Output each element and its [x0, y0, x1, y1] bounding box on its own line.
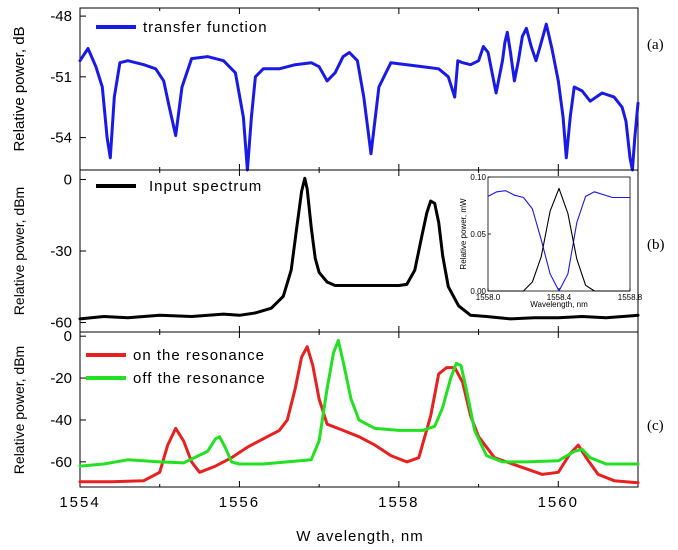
series-line-c-0 — [78, 345, 640, 485]
x-tick-label: 1560 — [538, 494, 579, 511]
x-tick-label: 1554 — [59, 494, 100, 511]
panel-tag-a: (a) — [647, 37, 664, 53]
panel-a-transfer-function: -48 -51 -54 transfer function (a) Relative… — [11, 7, 664, 172]
panel-c-resonance: 0 -20 -40 -60 1554 1556 1558 1560 on the reson… — [11, 328, 664, 545]
y-tick-label: -40 — [50, 412, 72, 429]
panel-b-y-axis-label: Relative power, dBm — [11, 187, 27, 315]
y-tick-label: -60 — [50, 314, 72, 331]
series-line-c-1 — [78, 338, 640, 468]
x-tick-label: 1558 — [378, 494, 419, 511]
series-line-b-0 — [78, 176, 640, 321]
inset-x-tick-label: 1558.8 — [618, 293, 643, 302]
panel-a-y-axis: -48 -51 -54 — [50, 8, 86, 147]
panel-b-y-axis: 0 -30 -60 — [50, 172, 86, 331]
inset-y-tick-label: 0.05 — [470, 230, 486, 239]
x-axis-label: W avelength, nm — [296, 528, 424, 545]
inset-series-line-0 — [487, 190, 630, 292]
panel-b-legend: Input spectrum — [96, 178, 262, 195]
inset-series-line-1 — [488, 187, 630, 292]
legend-label-on-resonance: on the resonance — [133, 347, 265, 364]
inset-plot-area — [487, 187, 630, 292]
inset-x-tick-label: 1558.4 — [547, 293, 572, 302]
inset-y-tick-label: 0.00 — [470, 287, 486, 296]
y-tick-label: -51 — [50, 69, 72, 86]
panel-b-input-spectrum: 0 -30 -60 Input spectrum (b) Relative powe… — [11, 169, 665, 333]
y-tick-label: 0 — [64, 172, 72, 189]
y-tick-label: -48 — [50, 8, 72, 25]
panel-c-plot-area — [78, 332, 640, 487]
panel-a-legend: transfer function — [96, 19, 268, 36]
y-tick-label: -20 — [50, 370, 72, 387]
x-tick-label: 1556 — [219, 494, 260, 511]
inset-y-tick-label: 0.10 — [470, 173, 486, 182]
legend-label-transfer-function: transfer function — [143, 19, 268, 36]
panel-a-y-axis-label: Relative power, dB — [11, 26, 28, 151]
inset-x-tick-label: 1558.0 — [476, 293, 501, 302]
inset-y-axis-label: Relative power, mW — [459, 198, 468, 270]
y-tick-label: -54 — [50, 130, 72, 147]
series-line-a-0 — [78, 22, 640, 172]
y-tick-label: 0 — [64, 328, 72, 345]
inset-x-axis-label: Wavelength, nm — [530, 300, 588, 309]
y-tick-label: -30 — [50, 243, 72, 260]
panel-a-plot-area — [78, 8, 640, 172]
panel-tag-c: (c) — [647, 418, 664, 434]
panel-c-frame — [79, 331, 639, 488]
y-tick-label: -60 — [50, 454, 72, 471]
legend-label-input-spectrum: Input spectrum — [149, 178, 262, 195]
panel-c-y-axis-label: Relative power, dBm — [11, 346, 27, 474]
panel-c-x-axis: 1554 1556 1558 1560 — [59, 494, 579, 511]
panel-tag-b: (b) — [647, 237, 665, 253]
inset-chart: 1558.0 1558.4 1558.8 0.00 0.05 0.10 Wavelengt… — [459, 173, 643, 309]
panel-c-legend: on the resonance off the resonance — [86, 347, 266, 387]
legend-label-off-resonance: off the resonance — [133, 370, 266, 387]
panel-c-y-axis: 0 -20 -40 -60 — [50, 328, 86, 471]
